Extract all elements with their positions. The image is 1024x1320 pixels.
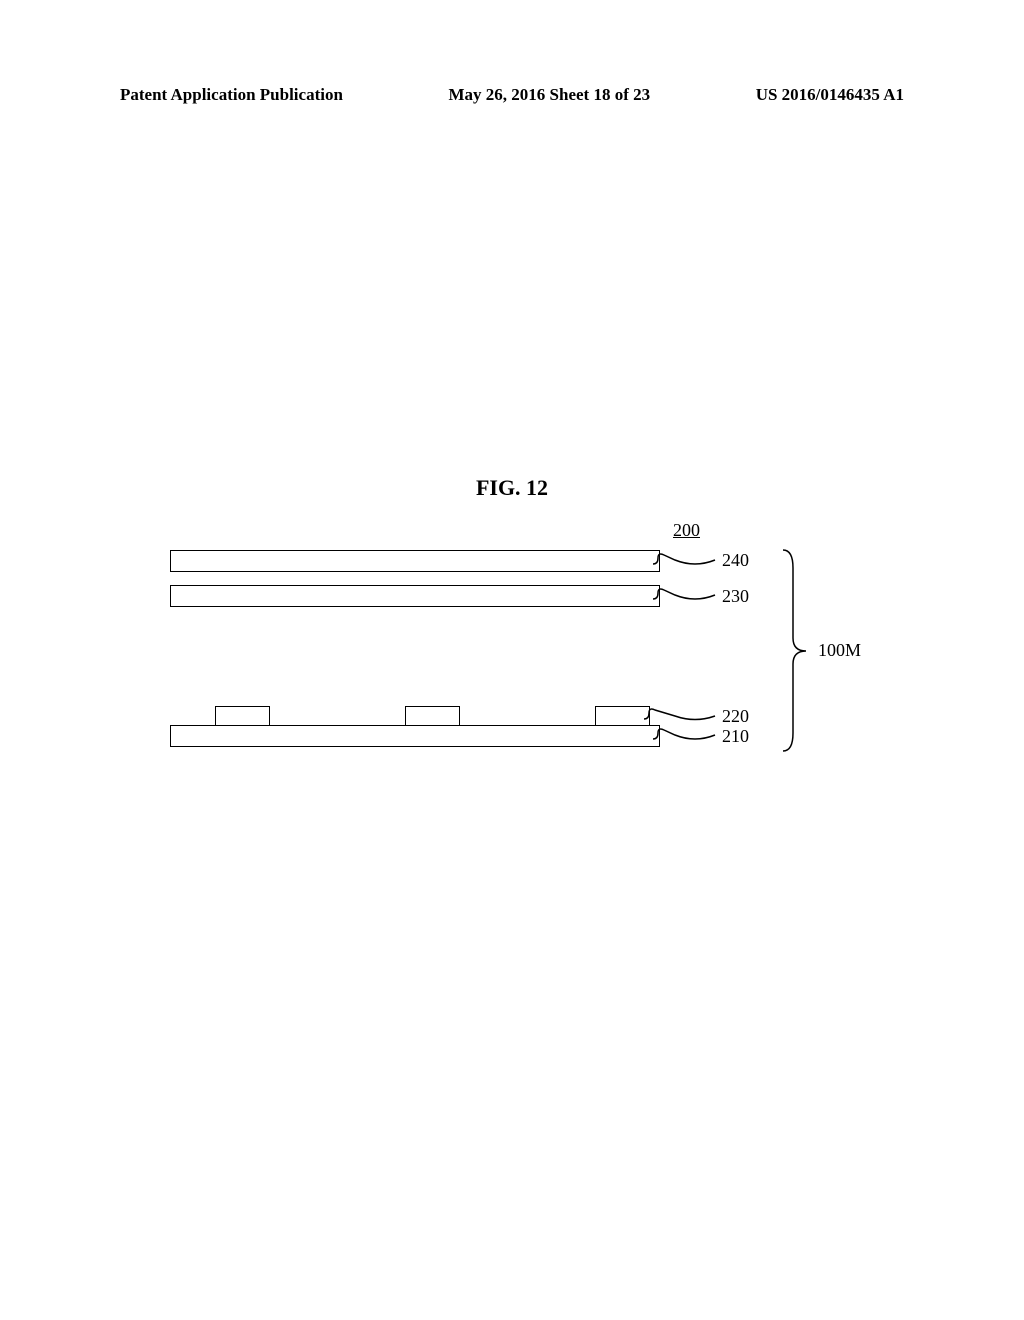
bracket-label-100m: 100M bbox=[818, 640, 861, 661]
diagram-container: 200 240 230 220 210 100M bbox=[150, 520, 870, 800]
ref-label-230: 230 bbox=[722, 586, 749, 607]
figure-label: FIG. 12 bbox=[476, 475, 548, 501]
ref-label-220: 220 bbox=[722, 706, 749, 727]
ref-label-210: 210 bbox=[722, 726, 749, 747]
bracket-100m bbox=[778, 548, 818, 753]
leader-lines bbox=[150, 520, 870, 800]
page-header: Patent Application Publication May 26, 2… bbox=[0, 85, 1024, 105]
header-publication-type: Patent Application Publication bbox=[120, 85, 343, 105]
header-publication-number: US 2016/0146435 A1 bbox=[756, 85, 904, 105]
ref-label-240: 240 bbox=[722, 550, 749, 571]
header-date-sheet: May 26, 2016 Sheet 18 of 23 bbox=[449, 85, 651, 105]
